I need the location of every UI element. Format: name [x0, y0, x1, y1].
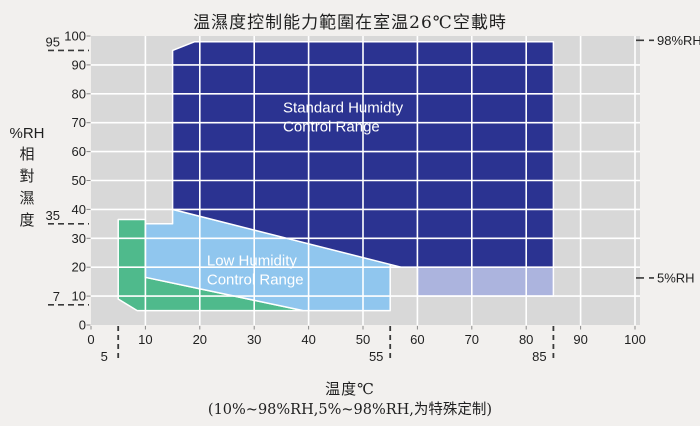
y-tick-label-10: 10 [72, 289, 86, 304]
chart-title: 温濕度控制能力範圍在室温26℃空載時 [193, 13, 507, 33]
x-tick-label-30: 30 [247, 332, 261, 347]
y-tick-label-30: 30 [72, 231, 86, 246]
y-marker-label-7: 7 [53, 289, 60, 304]
standard-humidity-control-range-label-line-2: Control Range [283, 119, 380, 136]
y-tick-label-0: 0 [79, 318, 86, 333]
x-marker-label-5: 5 [101, 349, 108, 364]
y-tick-label-70: 70 [72, 115, 86, 130]
x-tick-label-10: 10 [138, 332, 152, 347]
low-humidity-control-range-label-line-2: Control Range [207, 271, 304, 288]
y-marker-label-35: 35 [46, 208, 60, 223]
y-axis-label-vertical-text: 相對濕度 [19, 145, 35, 229]
low-humidity-control-range-label-line-1: Low Humidity [207, 252, 298, 269]
x-marker-label-85: 85 [532, 349, 546, 364]
y-axis-unit-label: %RH [9, 125, 45, 142]
x-axis-label: 温度℃ [325, 380, 375, 398]
x-tick-label-50: 50 [356, 332, 370, 347]
y-tick-label-80: 80 [72, 86, 86, 101]
optional-low-humidity-range-region [416, 266, 555, 297]
y-tick-label-40: 40 [72, 202, 86, 217]
x-tick-label-80: 80 [519, 332, 533, 347]
standard-humidity-control-range-label-line-1: Standard Humidty [283, 100, 404, 117]
x-marker-label-55: 55 [369, 349, 383, 364]
x-tick-label-0: 0 [87, 332, 94, 347]
x-tick-label-20: 20 [193, 332, 207, 347]
right-marker-label-98%RH: 98%RH [657, 33, 700, 48]
low-humidity-control-range-region [144, 208, 391, 312]
y-axis-label: 相對濕度 [4, 143, 50, 231]
y-tick-label-20: 20 [72, 260, 86, 275]
y-tick-label-90: 90 [72, 57, 86, 72]
y-tick-label-100: 100 [64, 29, 86, 44]
y-tick-label-60: 60 [72, 144, 86, 159]
x-tick-label-70: 70 [465, 332, 479, 347]
y-tick-label-50: 50 [72, 173, 86, 188]
x-tick-label-100: 100 [624, 332, 646, 347]
x-tick-label-60: 60 [410, 332, 424, 347]
chart-footnote: (10%~98%RH,5%~98%RH,为特殊定制) [207, 402, 493, 418]
right-marker-label-5%RH: 5%RH [657, 270, 695, 285]
x-tick-label-40: 40 [301, 332, 315, 347]
x-tick-label-90: 90 [573, 332, 587, 347]
y-marker-label-95: 95 [46, 34, 60, 49]
